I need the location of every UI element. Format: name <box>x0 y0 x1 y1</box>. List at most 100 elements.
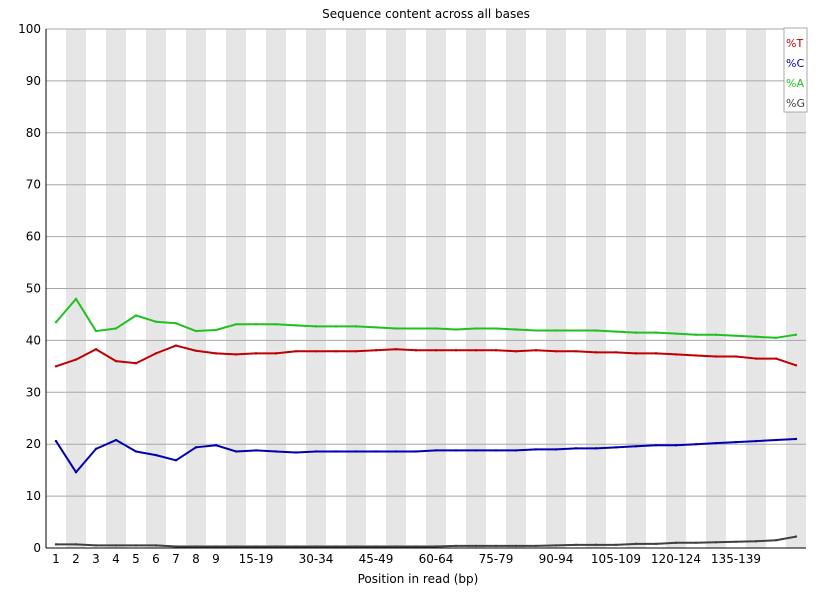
data-point <box>214 328 218 332</box>
data-point <box>574 543 578 547</box>
data-point <box>554 329 558 332</box>
data-point <box>714 355 718 358</box>
data-point <box>374 545 378 548</box>
data-point <box>414 327 418 330</box>
data-point <box>74 358 78 361</box>
data-point <box>54 321 58 324</box>
data-point <box>374 349 378 352</box>
data-point <box>514 328 518 331</box>
data-point <box>274 352 278 355</box>
data-point <box>254 352 258 355</box>
data-point <box>354 450 358 453</box>
data-point <box>334 545 338 548</box>
x-tick-label: 7 <box>172 552 180 566</box>
data-point <box>454 328 458 331</box>
y-tick-label: 90 <box>26 74 41 88</box>
series-line-c <box>55 438 797 474</box>
data-point <box>534 544 538 548</box>
data-point <box>234 323 238 326</box>
data-point <box>734 355 738 358</box>
data-point <box>254 449 258 452</box>
data-point <box>54 543 58 546</box>
data-point <box>434 349 438 352</box>
data-point <box>674 353 678 356</box>
data-point <box>234 450 238 453</box>
data-point <box>114 327 118 330</box>
data-point <box>354 545 358 548</box>
x-tick-label: 5 <box>132 552 140 566</box>
data-point <box>314 350 318 353</box>
data-point <box>754 335 758 338</box>
x-tick-label: 90-94 <box>539 552 574 566</box>
data-point <box>94 348 98 351</box>
x-tick-label: 75-79 <box>479 552 514 566</box>
data-point <box>114 359 118 363</box>
data-point <box>454 544 458 548</box>
data-point <box>634 542 638 546</box>
data-point <box>394 348 398 351</box>
data-point <box>614 446 618 449</box>
data-point <box>494 544 498 548</box>
data-point <box>274 545 278 548</box>
data-point <box>414 349 418 352</box>
x-tick-label: 15-19 <box>239 552 274 566</box>
data-point <box>614 351 618 354</box>
data-point <box>434 545 438 548</box>
y-tick-label: 0 <box>33 541 41 555</box>
y-tick-label: 20 <box>26 437 41 451</box>
data-point <box>794 333 798 336</box>
data-point <box>174 322 178 325</box>
data-point <box>234 545 238 548</box>
data-point <box>94 447 98 451</box>
data-point <box>114 544 118 547</box>
y-tick-label: 100 <box>18 22 41 36</box>
legend-entry: %G <box>786 97 805 110</box>
data-point <box>714 441 718 445</box>
x-tick-label: 45-49 <box>359 552 394 566</box>
y-tick-label: 40 <box>26 333 41 347</box>
data-point <box>314 545 318 548</box>
data-point <box>74 297 78 301</box>
y-tick-label: 50 <box>26 282 41 296</box>
data-point <box>294 451 298 454</box>
data-point <box>794 364 798 367</box>
data-point <box>794 437 798 441</box>
data-point <box>634 445 638 448</box>
legend-entry: %T <box>786 37 803 50</box>
x-tick-label: 120-124 <box>651 552 701 566</box>
data-point <box>194 349 198 352</box>
y-tick-label: 80 <box>26 126 41 140</box>
data-point <box>94 329 98 333</box>
data-point <box>594 447 598 450</box>
data-point <box>754 540 758 543</box>
data-point <box>174 459 178 462</box>
data-point <box>194 545 198 548</box>
data-point <box>334 450 338 453</box>
y-tick-label: 70 <box>26 178 41 192</box>
data-point <box>434 327 438 330</box>
data-point <box>294 545 298 548</box>
data-point <box>774 357 778 360</box>
data-point <box>174 545 178 548</box>
data-point <box>294 350 298 353</box>
data-point <box>234 353 238 356</box>
data-point <box>414 545 418 548</box>
data-point <box>534 349 538 352</box>
data-point <box>734 540 738 543</box>
data-point <box>714 541 718 544</box>
data-point <box>474 544 478 548</box>
data-point <box>154 320 158 323</box>
data-point <box>494 449 498 452</box>
data-point <box>554 350 558 353</box>
x-tick-label: 60-64 <box>419 552 454 566</box>
legend-box <box>783 27 808 113</box>
x-tick-label: 30-34 <box>299 552 334 566</box>
chart-title: Sequence content across all bases <box>322 7 530 21</box>
data-point <box>674 541 678 545</box>
y-tick-label: 60 <box>26 230 41 244</box>
x-tick-label: 6 <box>152 552 160 566</box>
legend: %T %C %A %G <box>783 27 808 113</box>
data-point <box>614 330 618 333</box>
x-tick-label: 8 <box>192 552 200 566</box>
